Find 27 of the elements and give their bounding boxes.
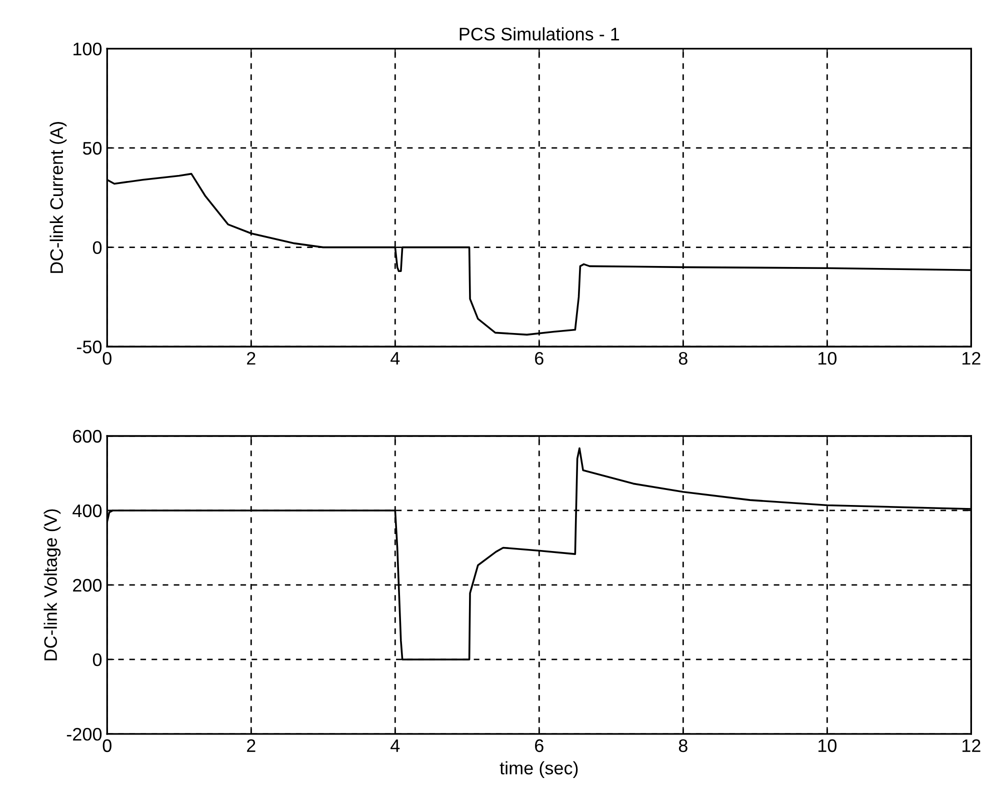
y-tick-label: -200 xyxy=(66,728,102,741)
y-axis-title: DC-link Voltage (V) xyxy=(44,509,61,660)
chart-title: PCS Simulations - 1 xyxy=(460,27,620,41)
x-tick-label: 12 xyxy=(962,352,980,365)
x-tick-label: 0 xyxy=(102,739,112,752)
x-tick-label: 8 xyxy=(678,739,688,752)
y-tick-label: 100 xyxy=(74,42,102,56)
y-tick-label: -50 xyxy=(76,340,102,354)
x-tick-label: 8 xyxy=(678,352,688,365)
x-tick-label: 10 xyxy=(818,352,836,365)
x-tick-label: 6 xyxy=(535,352,544,365)
x-tick-label: 4 xyxy=(390,352,400,365)
y-axis-title: DC-link Current (A) xyxy=(50,122,67,273)
y-tick-label: 0 xyxy=(92,653,102,666)
y-tick-label: 400 xyxy=(72,504,102,518)
x-tick-label: 2 xyxy=(247,739,256,752)
y-tick-label: 200 xyxy=(73,578,102,592)
x-tick-label: 0 xyxy=(102,352,112,365)
y-tick-label: 0 xyxy=(92,241,102,254)
x-tick-label: 4 xyxy=(390,739,400,752)
x-tick-label: 10 xyxy=(818,739,836,752)
x-tick-label: 6 xyxy=(535,739,544,752)
x-axis-title: time (sec) xyxy=(500,761,578,778)
x-tick-label: 12 xyxy=(962,739,980,752)
x-tick-label: 2 xyxy=(247,352,256,365)
y-tick-label: 600 xyxy=(73,430,102,443)
y-tick-label: 50 xyxy=(82,142,102,155)
